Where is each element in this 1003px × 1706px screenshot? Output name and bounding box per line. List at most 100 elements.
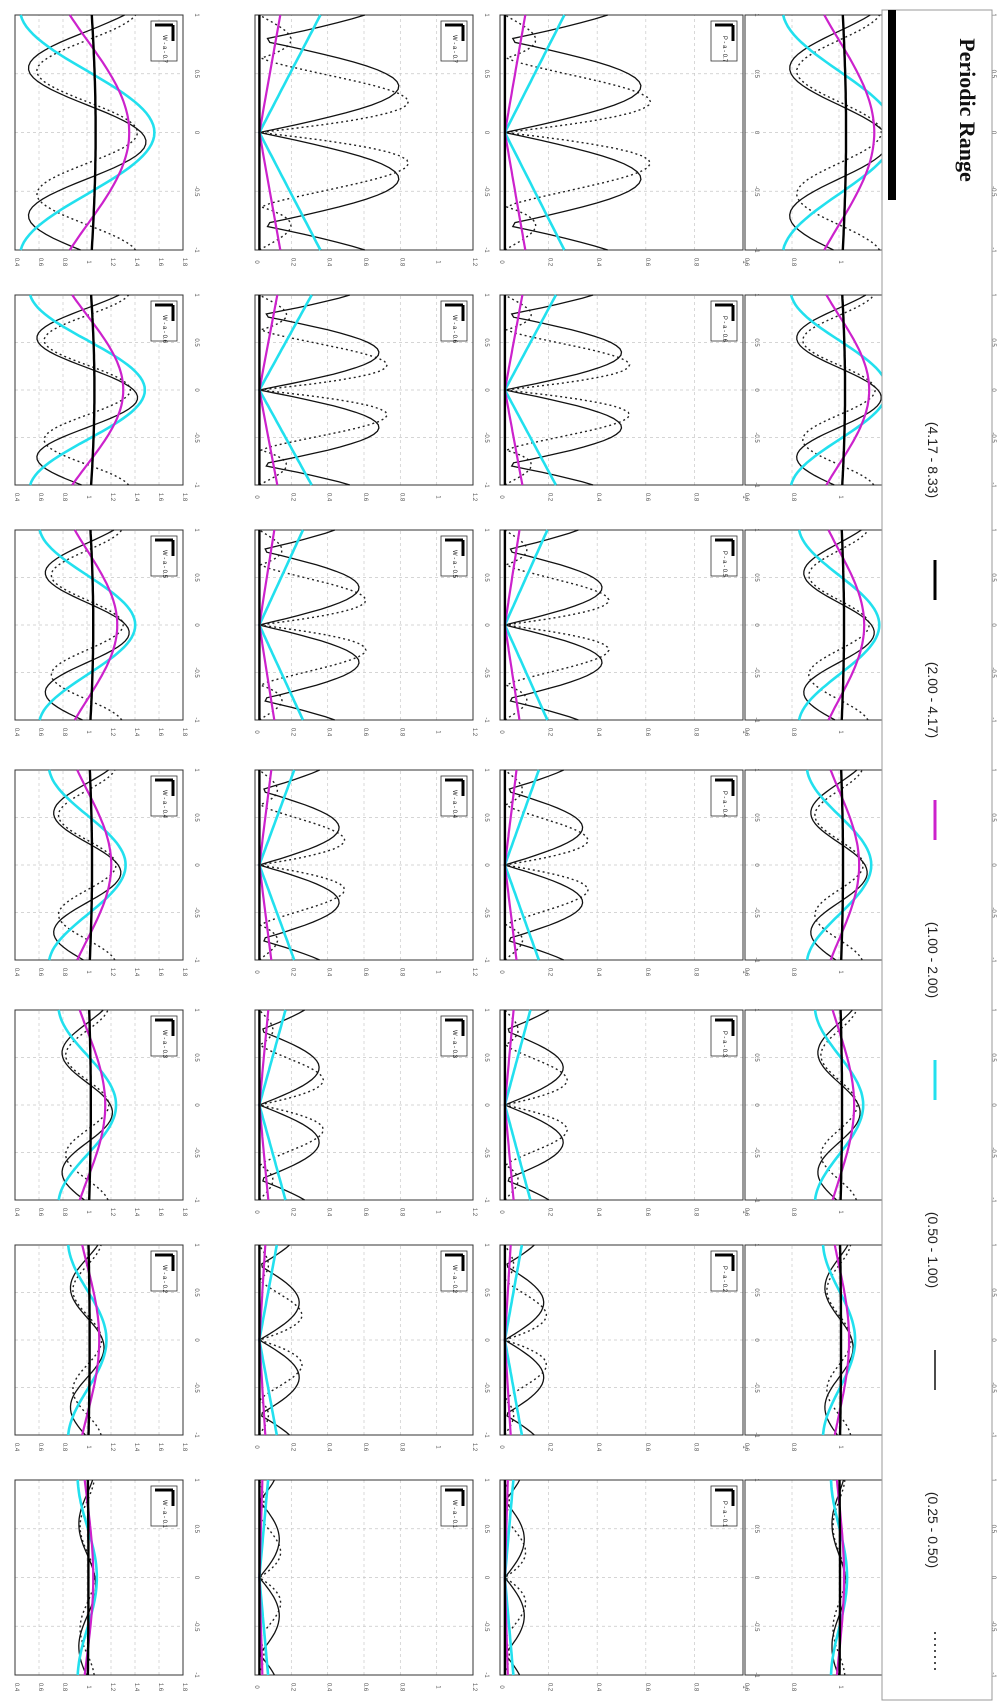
x-tick-label: 0 <box>193 863 199 867</box>
x-tick-label: 1 <box>483 768 489 772</box>
y-tick-label: 0.6 <box>362 493 368 502</box>
x-tick-label: 1 <box>483 1008 489 1012</box>
x-tick-label: 0.5 <box>753 338 759 347</box>
x-tick-label: 0.5 <box>483 1053 489 1062</box>
series-line-thick <box>89 529 95 721</box>
x-tick-label: -0.5 <box>990 1382 996 1393</box>
panel-frame <box>254 529 474 721</box>
x-tick-label: 0.5 <box>990 1053 996 1062</box>
y-tick-label: 0.8 <box>398 968 404 977</box>
x-tick-label: -0.5 <box>483 1147 489 1158</box>
panel-label: W - a - 0.2 <box>451 1265 457 1294</box>
panel-frame <box>499 1479 744 1676</box>
x-tick-label: 0 <box>483 863 489 867</box>
x-tick-label: -1 <box>193 482 199 488</box>
y-tick-label: 0.4 <box>595 1443 601 1452</box>
x-tick-label: 1 <box>483 293 489 297</box>
y-tick-label: 0.2 <box>547 258 553 267</box>
y-tick-label: 0.6 <box>644 493 650 502</box>
y-tick-label: 1.2 <box>471 728 477 737</box>
panel-frame <box>254 1244 474 1436</box>
series-line-solid <box>36 294 139 486</box>
y-tick-label: 0.2 <box>289 1683 295 1692</box>
y-tick-label: 0.8 <box>61 258 67 267</box>
series-line-cyan <box>829 1479 849 1676</box>
y-tick-label: 0.6 <box>37 1208 43 1217</box>
series-line-cyan <box>19 14 156 251</box>
x-tick-label: -1 <box>990 1197 996 1203</box>
legend-label-4: (2.00 - 4.17) <box>925 662 941 738</box>
x-tick-label: -0.5 <box>483 1382 489 1393</box>
y-tick-label: 0.2 <box>547 1443 553 1452</box>
y-tick-label: 0.8 <box>692 493 698 502</box>
y-tick-label: 0.8 <box>398 493 404 502</box>
x-tick-label: 0 <box>990 863 996 867</box>
panel-label: P - a - 0.4 <box>721 791 727 818</box>
y-tick-label: 0.8 <box>692 258 698 267</box>
y-tick-label: 0.8 <box>790 1208 796 1217</box>
y-tick-label: 0.4 <box>326 1208 332 1217</box>
series-line-thick <box>88 769 94 961</box>
y-tick-label: 1.4 <box>133 1208 139 1217</box>
y-tick-label: 1.6 <box>157 1443 163 1452</box>
legend-label-5: (4.17 - 8.33) <box>925 422 941 498</box>
series-line-thick <box>90 14 97 251</box>
x-tick-label: 0 <box>753 131 759 135</box>
series-line-thick <box>841 294 847 486</box>
x-tick-label: 1 <box>990 1478 996 1482</box>
x-tick-label: 0.5 <box>753 573 759 582</box>
x-tick-label: 0.5 <box>193 813 199 822</box>
x-tick-label: 1 <box>990 293 996 297</box>
y-tick-label: 1 <box>435 260 441 264</box>
series-line-magenta <box>78 1009 107 1201</box>
panel-label: W - a - 0.6 <box>451 315 457 344</box>
y-tick-label: 0.2 <box>289 258 295 267</box>
panel-r2-c1: 1.2 1 0.8 0.6 0.4 0.2 0 -1 -0.5 0 0.5 1 W - a - 0.1 <box>253 1478 489 1692</box>
x-tick-label: -0.5 <box>193 1147 199 1158</box>
y-tick-label: 0.2 <box>289 1208 295 1217</box>
y-tick-label: 1 <box>85 1685 91 1689</box>
x-tick-label: -0.5 <box>753 907 759 918</box>
y-tick-label: 0 <box>498 1210 504 1214</box>
series-line-dotted <box>796 14 883 251</box>
y-tick-label: 0.2 <box>547 1208 553 1217</box>
x-tick-label: -0.5 <box>483 907 489 918</box>
y-tick-label: 0.6 <box>644 1443 650 1452</box>
x-tick-label: -1 <box>483 1672 489 1678</box>
y-tick-label: 1 <box>435 1445 441 1449</box>
series-line-cyan <box>38 529 137 721</box>
panel-label: W - a - 0.7 <box>161 35 167 64</box>
x-tick-label: -0.5 <box>193 186 199 197</box>
panel-frame <box>254 1009 474 1201</box>
y-tick-label: 1 <box>837 1210 843 1214</box>
x-tick-label: -0.5 <box>483 432 489 443</box>
y-tick-label: 0.6 <box>743 728 749 737</box>
series-line-solid <box>44 529 130 721</box>
legend-title-bar <box>888 10 896 200</box>
x-tick-label: 0.5 <box>753 813 759 822</box>
y-tick-label: 0.4 <box>13 728 19 737</box>
y-tick-label: 0.6 <box>362 1208 368 1217</box>
y-tick-label: 1.8 <box>181 1443 187 1452</box>
panel-label: W - a - 0.1 <box>451 1500 457 1529</box>
y-tick-label: 1.8 <box>181 1683 187 1692</box>
panel-r2-c7: 1.2 1 0.8 0.6 0.4 0.2 0 -1 -0.5 0 0.5 1 W - a - 0.7 <box>253 13 489 267</box>
y-tick-label: 1.8 <box>181 258 187 267</box>
x-tick-label: 0 <box>483 1338 489 1342</box>
panel-frame <box>254 769 474 961</box>
y-tick-label: 1 <box>85 495 91 499</box>
x-tick-label: 0.5 <box>193 1288 199 1297</box>
x-tick-label: 0.5 <box>483 813 489 822</box>
panel-label: W - a - 0.4 <box>451 790 457 819</box>
series-line-cyan <box>47 769 127 961</box>
y-tick-label: 1 <box>741 730 747 734</box>
x-tick-label: 0 <box>990 388 996 392</box>
series-line-magenta <box>823 14 876 251</box>
series-line-magenta <box>73 529 119 721</box>
panel-label: P - a - 0.5 <box>721 551 727 578</box>
panel-label: W - a - 0.3 <box>161 1030 167 1059</box>
y-tick-label: 1 <box>435 970 441 974</box>
x-tick-label: 1 <box>193 1243 199 1247</box>
x-tick-label: -0.5 <box>193 1382 199 1393</box>
